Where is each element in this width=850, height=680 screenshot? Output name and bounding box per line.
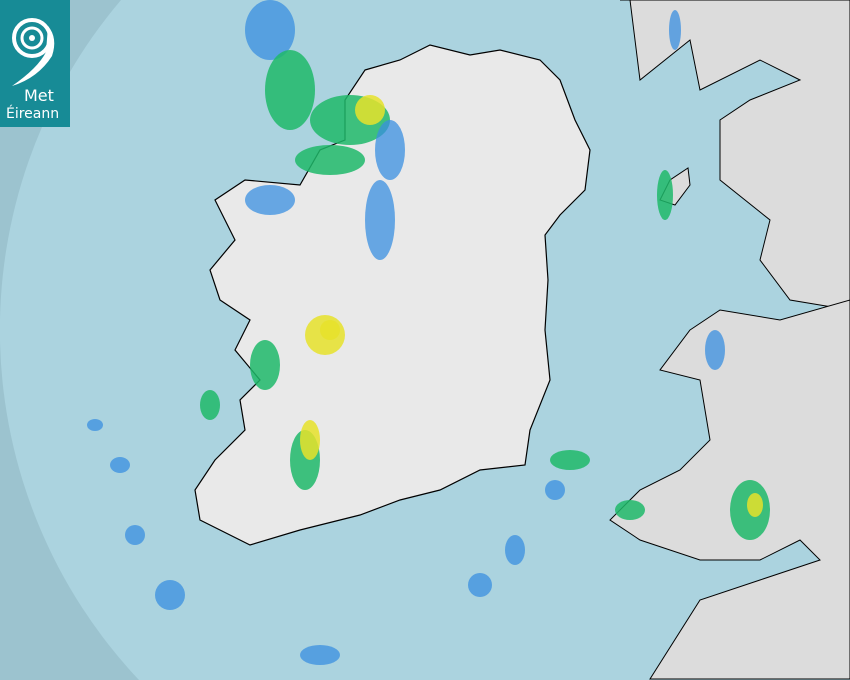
rain-layer (87, 0, 770, 665)
scotland-landmass (620, 0, 850, 311)
logo-text-met: Met (24, 86, 54, 105)
rain-echo (265, 50, 315, 130)
rain-echo (669, 10, 681, 50)
rain-echo (320, 320, 340, 340)
rain-echo (468, 573, 492, 597)
ireland-landmass (194, 44, 591, 546)
rain-echo (87, 419, 103, 431)
rain-echo (615, 500, 645, 520)
rain-echo (245, 185, 295, 215)
rain-echo (125, 525, 145, 545)
logo-text-eireann: Éireann (6, 106, 60, 122)
rain-echo (365, 180, 395, 260)
rain-echo (550, 450, 590, 470)
spiral-logo-icon (12, 18, 55, 86)
england-wales-landmass (609, 299, 850, 680)
rain-echo (300, 420, 320, 460)
rain-echo (300, 645, 340, 665)
rain-echo (110, 457, 130, 473)
met-eireann-logo: Met Éireann (0, 0, 70, 127)
rain-echo (245, 0, 295, 60)
rain-echo (747, 493, 763, 517)
rain-echo (155, 580, 185, 610)
rain-echo (505, 535, 525, 565)
rain-echo (657, 170, 673, 220)
rain-echo (250, 340, 280, 390)
rain-echo (295, 145, 365, 175)
rain-echo (545, 480, 565, 500)
rain-echo (200, 390, 220, 420)
rain-echo (375, 120, 405, 180)
rain-echo (705, 330, 725, 370)
rain-echo (355, 95, 385, 125)
